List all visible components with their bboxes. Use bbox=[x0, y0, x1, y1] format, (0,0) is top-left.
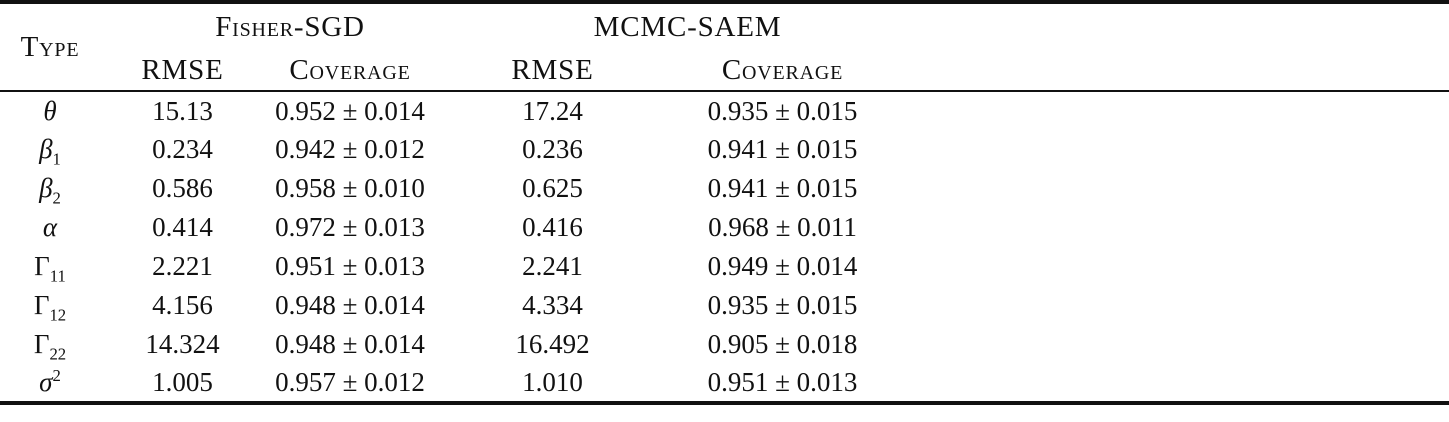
fisher-coverage-value: 0.942 ± 0.012 bbox=[275, 134, 425, 164]
fisher-rmse-value: 0.234 bbox=[152, 134, 213, 164]
fisher-coverage-value: 0.951 ± 0.013 bbox=[275, 251, 425, 281]
param-symbol: θ bbox=[43, 95, 57, 126]
param-cell: Γ12 bbox=[0, 286, 100, 325]
results-table: Type Fisher-SGD MCMC-SAEM RMSE Coverage … bbox=[0, 0, 1449, 405]
column-header-mcmc-coverage: Coverage bbox=[721, 53, 844, 86]
table-row-alpha: α 0.414 0.972 ± 0.013 0.416 0.968 ± 0.01… bbox=[0, 208, 1449, 247]
fisher-rmse-value: 14.324 bbox=[145, 329, 220, 359]
param-symbol: Γ bbox=[33, 329, 50, 359]
table-row-gamma12: Γ12 4.156 0.948 ± 0.014 4.334 0.935 ± 0.… bbox=[0, 286, 1449, 325]
spacer-cell bbox=[895, 325, 1449, 364]
param-subscript: 22 bbox=[49, 344, 67, 364]
param-symbol: β bbox=[39, 173, 53, 203]
column-header-type: Type bbox=[20, 30, 80, 63]
sub-header-row: RMSE Coverage RMSE Coverage bbox=[0, 50, 1449, 91]
fisher-rmse-value: 0.586 bbox=[152, 173, 213, 203]
table-row-theta: θ 15.13 0.952 ± 0.014 17.24 0.935 ± 0.01… bbox=[0, 91, 1449, 130]
group-header-row: Type Fisher-SGD MCMC-SAEM bbox=[0, 2, 1449, 63]
fisher-rmse-value: 0.414 bbox=[152, 212, 213, 242]
mcmc-coverage-value: 0.941 ± 0.015 bbox=[707, 173, 858, 203]
table-header: Type Fisher-SGD MCMC-SAEM RMSE Coverage … bbox=[0, 2, 1449, 91]
spacer-cell bbox=[895, 364, 1449, 403]
column-header-fisher-rmse: RMSE bbox=[141, 53, 224, 86]
fisher-coverage-value: 0.957 ± 0.012 bbox=[275, 367, 425, 397]
param-subscript: 2 bbox=[52, 188, 61, 208]
param-cell: θ bbox=[0, 91, 100, 130]
column-header-fisher-coverage: Coverage bbox=[289, 53, 411, 86]
param-symbol: Γ bbox=[34, 251, 50, 281]
mcmc-coverage-value: 0.935 ± 0.015 bbox=[707, 290, 858, 320]
param-superscript: 2 bbox=[52, 366, 61, 385]
column-group-mcmc-saem: MCMC-SAEM bbox=[593, 10, 782, 43]
mcmc-rmse-value: 0.236 bbox=[522, 134, 583, 164]
param-subscript: 1 bbox=[52, 149, 61, 169]
mcmc-rmse-value: 16.492 bbox=[515, 329, 590, 359]
mcmc-coverage-value: 0.968 ± 0.011 bbox=[708, 212, 857, 242]
fisher-coverage-value: 0.948 ± 0.014 bbox=[275, 290, 425, 320]
spacer-cell bbox=[895, 208, 1449, 247]
mcmc-coverage-value: 0.935 ± 0.015 bbox=[707, 95, 858, 126]
fisher-rmse-value: 1.005 bbox=[152, 367, 213, 397]
mcmc-coverage-value: 0.951 ± 0.013 bbox=[707, 367, 858, 397]
table-row-sigma2: σ2 1.005 0.957 ± 0.012 1.010 0.951 ± 0.0… bbox=[0, 364, 1449, 403]
param-subscript: 12 bbox=[49, 305, 67, 325]
fisher-coverage-value: 0.948 ± 0.014 bbox=[275, 329, 425, 359]
fisher-rmse-value: 15.13 bbox=[152, 95, 213, 126]
mcmc-rmse-value: 17.24 bbox=[522, 95, 583, 126]
param-symbol: Γ bbox=[33, 290, 50, 320]
fisher-rmse-value: 4.156 bbox=[152, 290, 213, 320]
mcmc-coverage-value: 0.949 ± 0.014 bbox=[707, 251, 858, 281]
mcmc-rmse-value: 0.416 bbox=[522, 212, 583, 242]
table-row-beta1: β1 0.234 0.942 ± 0.012 0.236 0.941 ± 0.0… bbox=[0, 130, 1449, 169]
table-row-gamma22: Γ22 14.324 0.948 ± 0.014 16.492 0.905 ± … bbox=[0, 325, 1449, 364]
spacer-cell bbox=[895, 286, 1449, 325]
spacer-cell bbox=[895, 130, 1449, 169]
param-symbol: σ bbox=[39, 367, 53, 397]
param-cell: σ2 bbox=[0, 364, 100, 403]
mcmc-coverage-value: 0.941 ± 0.015 bbox=[707, 134, 858, 164]
mcmc-rmse-value: 2.241 bbox=[522, 251, 583, 281]
mcmc-coverage-value: 0.905 ± 0.018 bbox=[707, 329, 858, 359]
column-group-fisher-sgd: Fisher-SGD bbox=[215, 10, 365, 43]
column-header-mcmc-rmse: RMSE bbox=[511, 53, 594, 86]
spacer-cell bbox=[895, 247, 1449, 286]
param-cell: α bbox=[0, 208, 100, 247]
table-row-gamma11: Γ11 2.221 0.951 ± 0.013 2.241 0.949 ± 0.… bbox=[0, 247, 1449, 286]
table-body: θ 15.13 0.952 ± 0.014 17.24 0.935 ± 0.01… bbox=[0, 91, 1449, 403]
mcmc-rmse-value: 4.334 bbox=[522, 290, 583, 320]
table-row-beta2: β2 0.586 0.958 ± 0.010 0.625 0.941 ± 0.0… bbox=[0, 169, 1449, 208]
spacer-cell bbox=[895, 2, 1449, 91]
param-cell: β2 bbox=[0, 169, 100, 208]
spacer-cell bbox=[895, 91, 1449, 130]
param-subscript: 11 bbox=[49, 266, 66, 286]
spacer-cell bbox=[895, 169, 1449, 208]
param-cell: Γ11 bbox=[0, 247, 100, 286]
param-symbol: α bbox=[42, 212, 58, 242]
mcmc-rmse-value: 0.625 bbox=[522, 173, 583, 203]
fisher-coverage-value: 0.958 ± 0.010 bbox=[275, 173, 425, 203]
param-cell: β1 bbox=[0, 130, 100, 169]
fisher-coverage-value: 0.952 ± 0.014 bbox=[275, 95, 425, 126]
param-symbol: β bbox=[39, 134, 53, 164]
mcmc-rmse-value: 1.010 bbox=[522, 367, 583, 397]
param-cell: Γ22 bbox=[0, 325, 100, 364]
fisher-rmse-value: 2.221 bbox=[152, 251, 213, 281]
fisher-coverage-value: 0.972 ± 0.013 bbox=[275, 212, 425, 242]
